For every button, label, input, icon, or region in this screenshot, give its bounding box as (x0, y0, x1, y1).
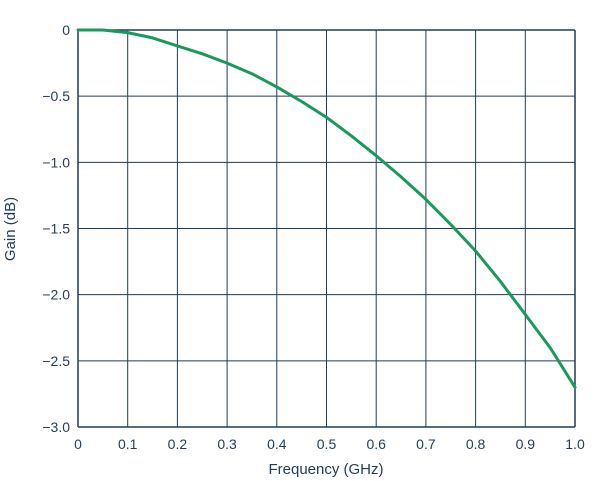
x-tick-label: 0.3 (217, 436, 237, 452)
y-tick-label: −1.5 (42, 221, 70, 237)
y-tick-label: 0 (62, 22, 70, 38)
x-tick-label: 0.2 (168, 436, 188, 452)
y-tick-label: −3.0 (42, 419, 70, 435)
y-tick-label: −1.0 (42, 154, 70, 170)
x-tick-labels: 0 0.1 0.2 0.3 0.4 0.5 0.6 0.7 0.8 0.9 1.0 (74, 436, 585, 452)
y-tick-label: −0.5 (42, 88, 70, 104)
x-tick-label: 0.6 (366, 436, 386, 452)
gain-curve (76, 28, 577, 389)
y-axis-label: Gain (dB) (2, 197, 19, 261)
x-tick-label: 0.7 (416, 436, 436, 452)
x-tick-label: 0.5 (317, 436, 337, 452)
x-tick-label: 0.9 (516, 436, 536, 452)
grid-lines (77, 29, 576, 428)
y-tick-label: −2.0 (42, 287, 70, 303)
x-tick-label: 0 (74, 436, 82, 452)
x-axis-label: Frequency (GHz) (268, 461, 383, 478)
series-layer (76, 28, 577, 389)
x-tick-label: 0.4 (267, 436, 287, 452)
x-tick-label: 0.8 (466, 436, 486, 452)
y-tick-label: −2.5 (42, 353, 70, 369)
x-tick-label: 1.0 (565, 436, 585, 452)
x-tick-label: 0.1 (118, 436, 138, 452)
y-tick-labels: 0 −0.5 −1.0 −1.5 −2.0 −2.5 −3.0 (42, 22, 70, 435)
